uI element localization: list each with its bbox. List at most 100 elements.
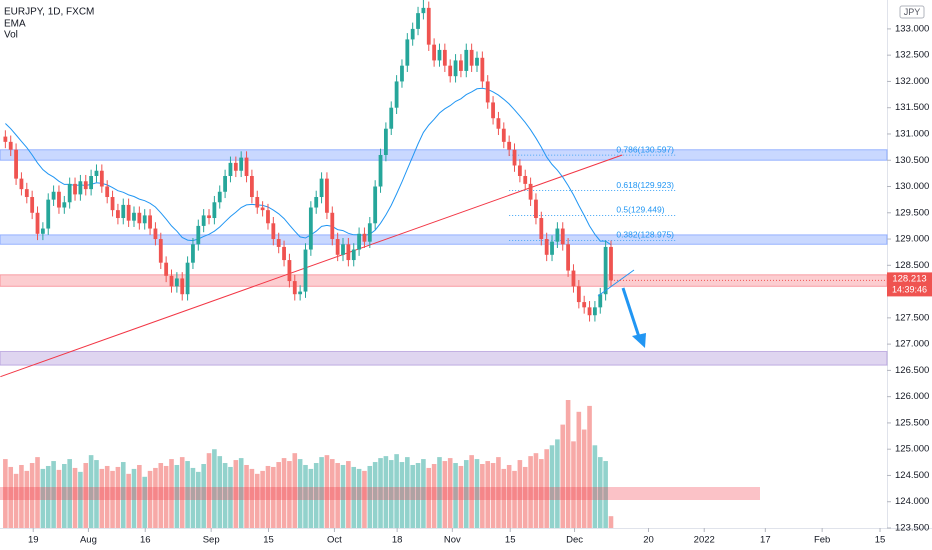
candle-body	[62, 202, 67, 208]
candle-body	[67, 183, 72, 203]
price-zone	[0, 234, 888, 245]
candle-body	[132, 212, 136, 221]
candle-body	[207, 215, 211, 219]
candle-body	[346, 244, 351, 261]
volume-bar	[3, 459, 8, 528]
candle-body	[464, 49, 469, 71]
volume-bar	[254, 473, 260, 528]
candle-body	[233, 162, 238, 171]
candle-body	[378, 154, 383, 187]
candle-body	[308, 207, 313, 250]
volume-bar	[351, 466, 357, 528]
volume-bar	[142, 476, 148, 528]
volume-bar	[388, 460, 394, 528]
volume-bar	[287, 461, 292, 528]
candle-body	[598, 294, 603, 308]
x-tick-label: 15	[505, 535, 516, 546]
candle-body	[512, 149, 517, 166]
candle-body	[110, 197, 115, 211]
volume-bar	[581, 429, 587, 528]
candle-body	[609, 246, 613, 281]
candle-body	[148, 215, 152, 229]
volume-bar	[35, 457, 40, 528]
candle-body	[421, 7, 426, 14]
currency: JPY	[904, 7, 921, 17]
volume-bar	[72, 467, 78, 528]
volume-bar	[544, 449, 549, 528]
candle-body	[271, 223, 276, 240]
candle-body	[357, 233, 361, 250]
candle-body	[437, 49, 442, 61]
currency-box[interactable]	[899, 5, 925, 19]
candle-body	[3, 136, 8, 142]
price-zone	[0, 149, 888, 161]
fib-label: 0.786(130.597)	[616, 144, 674, 154]
volume-bar	[62, 464, 67, 528]
volume-bar	[474, 459, 480, 528]
candle-body	[507, 141, 512, 150]
candle-body	[485, 81, 490, 103]
candle-body	[550, 241, 554, 255]
y-tick-label: 129.000	[895, 234, 929, 245]
candle-body	[501, 128, 506, 142]
volume-bar	[24, 470, 30, 528]
candle-body	[180, 278, 185, 295]
candle-body	[223, 176, 227, 192]
candle-body	[83, 181, 88, 190]
volume-bar	[587, 405, 592, 528]
price-zone	[0, 274, 888, 287]
volume-bar	[179, 457, 185, 528]
candle-body	[78, 181, 83, 195]
candle-body	[389, 107, 394, 129]
volume-bar	[506, 464, 512, 528]
volume-bar	[603, 461, 608, 528]
y-tick-label: 132.500	[895, 50, 929, 61]
volume-bar	[410, 464, 415, 528]
volume-bar	[442, 461, 448, 528]
fib-label: 0.382(128.975)	[616, 230, 674, 240]
volume-bar	[447, 458, 453, 528]
candle-body	[539, 218, 544, 240]
volume-bar	[67, 459, 72, 528]
volume-bar	[137, 464, 142, 528]
volume-bar	[372, 462, 378, 528]
fib-label: 0.5(129.449)	[616, 205, 664, 215]
candle-body	[603, 246, 608, 295]
volume-bar	[592, 445, 598, 528]
candle-body	[587, 307, 592, 316]
volume-bar	[297, 459, 303, 528]
volume-bar	[431, 464, 437, 528]
candle-body	[432, 44, 437, 61]
y-tick-label: 129.500	[895, 207, 929, 218]
volume-bar	[329, 459, 335, 528]
candle-body	[341, 244, 345, 255]
candle-body	[174, 278, 179, 287]
volume-bar	[437, 457, 442, 528]
x-tick-label: 15	[875, 535, 886, 546]
x-tick-label: 18	[392, 535, 403, 546]
candle-body	[35, 212, 40, 234]
candle-body	[276, 239, 281, 247]
last-price: 128.213	[892, 273, 926, 284]
x-tick-label: Sep	[203, 535, 220, 546]
candle-body	[19, 178, 24, 190]
candle-body	[244, 157, 249, 176]
candle-body	[164, 262, 169, 276]
volume-bar	[485, 461, 491, 528]
x-tick-label: 19	[28, 535, 39, 546]
volume-bar	[356, 468, 362, 528]
candle-body	[448, 65, 453, 77]
candle-body	[459, 60, 463, 71]
x-tick-label: 20	[643, 535, 654, 546]
y-tick-label: 128.500	[895, 260, 929, 271]
volume-bar	[571, 441, 576, 528]
candle-body	[191, 244, 195, 263]
candle-body	[105, 186, 110, 198]
volume-bar	[169, 459, 174, 528]
volume-bar	[271, 466, 276, 528]
volume-bar	[238, 458, 244, 528]
candle-body	[282, 246, 286, 261]
y-tick-label: 131.000	[895, 128, 929, 139]
candle-body	[383, 128, 388, 155]
